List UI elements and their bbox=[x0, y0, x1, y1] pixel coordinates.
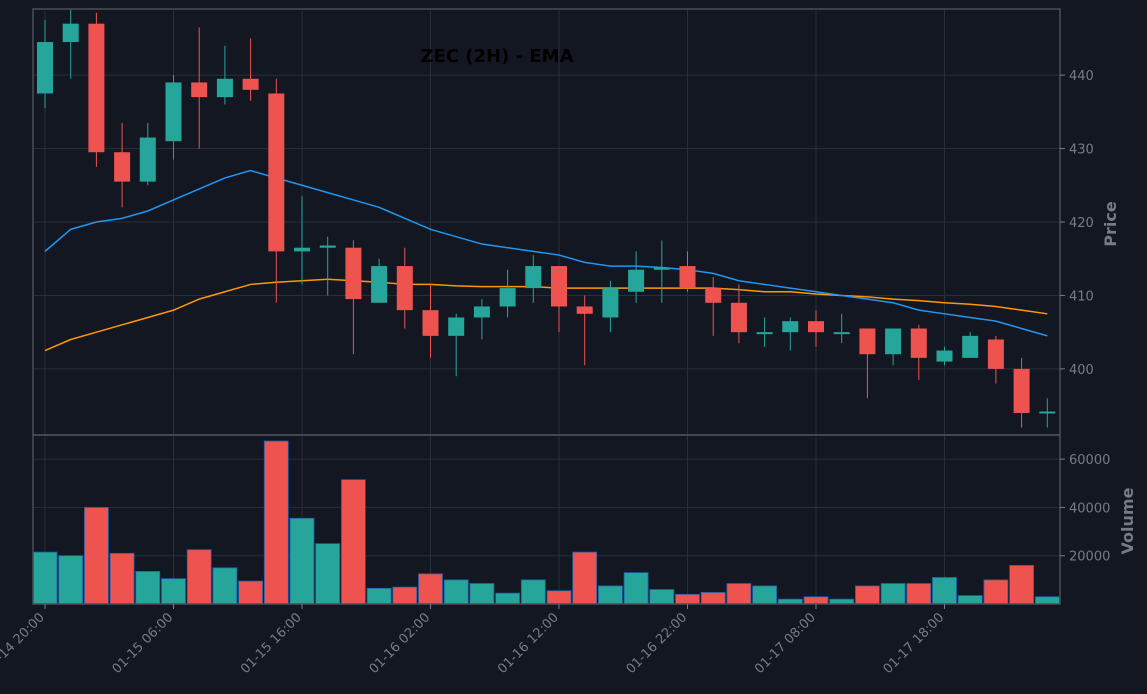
volume-bar bbox=[520, 579, 546, 605]
volume-bar bbox=[58, 555, 84, 605]
volume-tick-label: 60000 bbox=[1069, 453, 1110, 468]
volume-bar bbox=[623, 572, 649, 605]
volume-bar bbox=[443, 579, 469, 605]
volume-bar bbox=[957, 595, 983, 605]
price-axis-label: Price bbox=[1101, 201, 1120, 247]
candle-body bbox=[653, 267, 670, 270]
volume-bar bbox=[700, 592, 726, 605]
volume-bar bbox=[340, 479, 366, 605]
candle-body bbox=[628, 269, 645, 292]
volume-bar bbox=[726, 583, 752, 605]
price-tick-label: 430 bbox=[1069, 143, 1094, 158]
candle-body bbox=[319, 245, 336, 248]
volume-bar bbox=[212, 567, 238, 605]
candle-body bbox=[679, 266, 696, 289]
ema-fast-line bbox=[44, 169, 1048, 337]
candle-body bbox=[422, 310, 439, 336]
candle-body bbox=[191, 82, 208, 98]
volume-bar bbox=[572, 551, 598, 605]
candle-body bbox=[525, 266, 542, 289]
candle-body bbox=[216, 78, 233, 98]
volume-bar bbox=[263, 440, 289, 605]
candle-body bbox=[371, 266, 388, 303]
volume-bar bbox=[109, 552, 135, 605]
candle-body bbox=[242, 78, 259, 90]
volume-bar bbox=[803, 596, 829, 605]
grid-layer bbox=[33, 9, 1060, 604]
volume-bar bbox=[135, 571, 161, 605]
candle-body bbox=[962, 335, 979, 358]
candle-body bbox=[910, 328, 927, 358]
candle-body bbox=[833, 332, 850, 335]
volume-panel-frame bbox=[32, 434, 1061, 605]
price-tick-label: 400 bbox=[1069, 363, 1094, 378]
candle-body bbox=[37, 42, 53, 94]
volume-bar bbox=[855, 585, 880, 605]
candle-body bbox=[1039, 411, 1056, 414]
candle-body bbox=[859, 328, 876, 355]
candle-body bbox=[473, 306, 490, 318]
chart-title: ZEC (2H) - EMA bbox=[420, 46, 573, 67]
candle-body bbox=[345, 247, 362, 300]
candle-body bbox=[808, 321, 824, 333]
candle-body bbox=[1013, 368, 1030, 413]
volume-bar bbox=[546, 590, 572, 605]
volume-bar bbox=[983, 579, 1009, 605]
candle-body bbox=[730, 302, 747, 333]
candle-layer bbox=[37, 9, 1056, 428]
price-tick-label: 410 bbox=[1069, 289, 1094, 304]
volume-bar bbox=[418, 573, 443, 605]
volume-bar bbox=[238, 580, 264, 605]
volume-bar bbox=[880, 583, 906, 605]
candle-body bbox=[499, 288, 516, 307]
volume-bar bbox=[675, 593, 700, 605]
candle-body bbox=[782, 321, 799, 333]
candle-body bbox=[294, 247, 310, 252]
candle-body bbox=[936, 350, 953, 362]
candle-body bbox=[551, 266, 567, 307]
candle-body bbox=[268, 93, 285, 252]
candle-body bbox=[756, 332, 773, 335]
volume-bar bbox=[366, 587, 392, 605]
volume-bar bbox=[649, 589, 675, 605]
candle-body bbox=[396, 266, 413, 311]
candle-body bbox=[705, 288, 722, 303]
candle-body bbox=[88, 23, 105, 153]
candle-body bbox=[602, 288, 619, 318]
candle-body bbox=[62, 23, 79, 43]
volume-bar bbox=[289, 517, 315, 605]
ema-layer bbox=[44, 169, 1048, 352]
volume-bar bbox=[752, 585, 777, 605]
volume-bar bbox=[84, 507, 109, 605]
candle-body bbox=[139, 137, 156, 182]
volume-bar bbox=[1009, 564, 1034, 605]
volume-bar bbox=[906, 583, 932, 605]
ema-slow-line bbox=[44, 278, 1048, 352]
volume-bar bbox=[469, 583, 495, 605]
candle-body bbox=[114, 152, 131, 182]
price-tick-label: 440 bbox=[1069, 69, 1094, 84]
volume-layer bbox=[32, 440, 1060, 605]
price-tick-label: 420 bbox=[1069, 216, 1094, 231]
volume-bar bbox=[598, 585, 623, 605]
volume-bar bbox=[1034, 596, 1060, 605]
volume-bar bbox=[161, 578, 186, 605]
volume-bar bbox=[32, 551, 58, 605]
volume-bar bbox=[186, 549, 212, 605]
candle-body bbox=[576, 306, 593, 314]
candle-body bbox=[448, 317, 465, 336]
volume-bar bbox=[495, 592, 521, 605]
candle-body bbox=[987, 339, 1004, 369]
candle-body bbox=[165, 82, 182, 142]
volume-axis-label: Volume bbox=[1118, 487, 1137, 554]
volume-bar bbox=[315, 543, 341, 605]
volume-tick-label: 20000 bbox=[1069, 550, 1110, 565]
candle-body bbox=[885, 328, 902, 355]
volume-bar bbox=[392, 586, 418, 605]
volume-tick-label: 40000 bbox=[1069, 501, 1110, 516]
volume-bar bbox=[932, 577, 957, 605]
